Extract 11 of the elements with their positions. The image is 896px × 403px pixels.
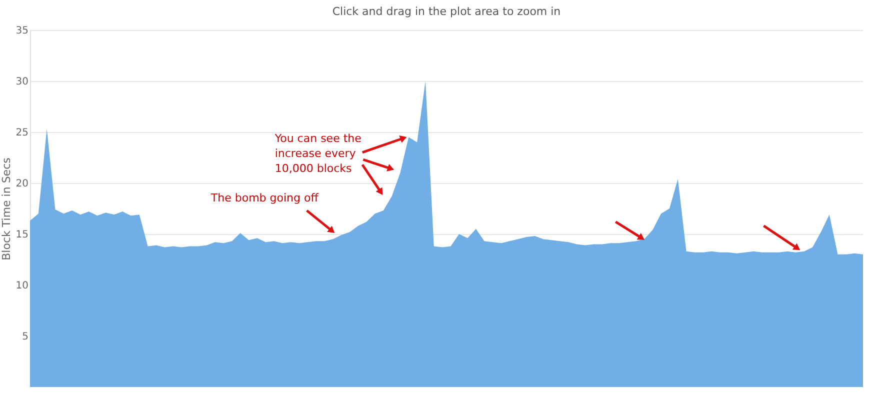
y-tick-label: 30 bbox=[16, 76, 28, 88]
y-tick-label: 5 bbox=[22, 332, 28, 342]
y-tick-label: 10 bbox=[16, 280, 28, 292]
y-tick-label: 20 bbox=[16, 178, 28, 190]
y-tick-label: 15 bbox=[16, 230, 28, 240]
y-tick-label: 25 bbox=[16, 128, 28, 138]
y-tick-label: 35 bbox=[16, 26, 28, 36]
y-axis-title: Block Time in Secs bbox=[0, 157, 13, 260]
annotation: The bomb going off bbox=[210, 191, 319, 204]
chart-subtitle: Click and drag in the plot area to zoom in bbox=[332, 5, 561, 18]
annotation: You can see the increase every 10,000 blocks bbox=[274, 132, 362, 176]
